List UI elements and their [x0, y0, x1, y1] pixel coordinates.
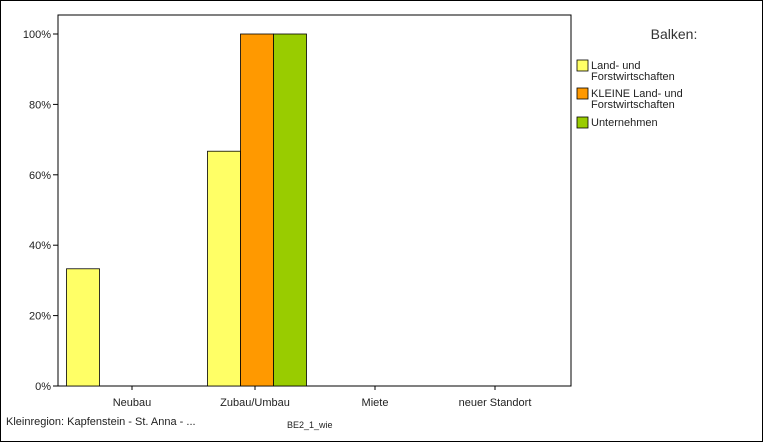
- legend-title: Balken:: [651, 26, 698, 42]
- y-tick-label: 20%: [29, 311, 51, 323]
- legend-label-line: KLEINE Land- und: [591, 88, 683, 100]
- legend-swatch: [576, 116, 589, 129]
- x-tick-label: Miete: [362, 397, 389, 409]
- y-tick-label: 60%: [29, 170, 51, 182]
- legend-label: Unternehmen: [591, 117, 658, 129]
- x-tick-label: Zubau/Umbau: [220, 397, 290, 409]
- y-tick-label: 0%: [35, 381, 51, 393]
- legend-swatch: [576, 87, 589, 100]
- legend-label-line: Land- und: [591, 60, 641, 72]
- legend-label: KLEINE Land- und Forstwirtschaften: [591, 88, 683, 111]
- footer-region-label: Kleinregion: Kapfenstein - St. Anna - ..…: [6, 416, 196, 428]
- bar: [66, 268, 100, 387]
- legend-swatch: [576, 59, 589, 72]
- y-tick-label: 100%: [23, 29, 51, 41]
- legend-label-line: Forstwirtschaften: [591, 71, 675, 83]
- plot-area: [57, 14, 572, 387]
- legend-label-line: Forstwirtschaften: [591, 99, 675, 111]
- x-tick-label: Neubau: [113, 397, 152, 409]
- bar: [207, 150, 241, 387]
- legend-label: Land- und Forstwirtschaften: [591, 60, 675, 83]
- footer-code-label: BE2_1_wie: [287, 420, 333, 430]
- legend: Balken: Land- und ForstwirtschaftenKLEINE…: [576, 26, 698, 129]
- x-axis: Neubau Zubau/Umbau Miete neuer Standort: [113, 386, 532, 409]
- bars: [66, 33, 307, 387]
- x-tick-label: neuer Standort: [459, 397, 532, 409]
- bar: [273, 33, 307, 387]
- y-tick-label: 80%: [29, 99, 51, 111]
- y-tick-label: 40%: [29, 240, 51, 252]
- bar: [240, 33, 274, 387]
- legend-label-line: Unternehmen: [591, 117, 658, 129]
- y-axis: 0% 20% 40% 60% 80% 100%: [23, 29, 58, 393]
